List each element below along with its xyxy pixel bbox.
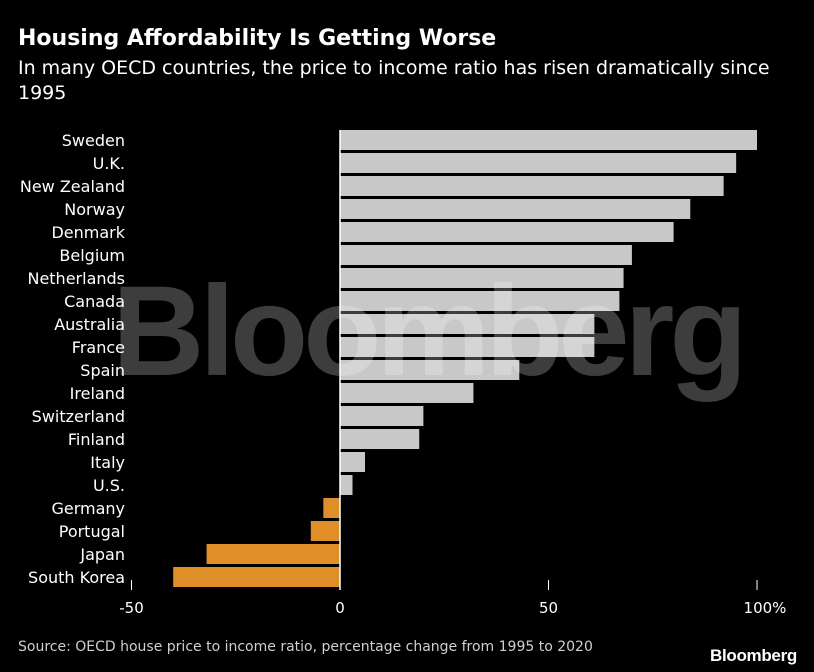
category-label: Ireland [70, 384, 125, 403]
chart-title: Housing Affordability Is Getting Worse [18, 26, 497, 51]
bar-new-zealand [340, 176, 724, 196]
chart-subtitle: In many OECD countries, the price to inc… [18, 57, 770, 104]
category-label: Canada [64, 292, 125, 311]
bar-france [340, 337, 595, 357]
bar-belgium [340, 245, 632, 265]
category-label: Denmark [51, 223, 125, 242]
bar-japan [206, 544, 340, 564]
bar-finland [340, 429, 420, 449]
bar-sweden [340, 130, 757, 150]
bar-u-s [340, 475, 353, 495]
bar-australia [340, 314, 595, 334]
bar-switzerland [340, 406, 424, 426]
bar-germany [323, 498, 340, 518]
category-label: Netherlands [27, 269, 125, 288]
x-tick-label: 50 [539, 599, 558, 617]
category-label: Australia [54, 315, 125, 334]
bar-south-korea [173, 567, 340, 587]
bar-netherlands [340, 268, 624, 288]
category-label: Switzerland [32, 407, 125, 426]
x-tick-label: 0 [335, 599, 345, 617]
x-tick-label: -50 [119, 599, 144, 617]
category-label: South Korea [28, 568, 125, 587]
bar-italy [340, 452, 366, 472]
category-label: Finland [68, 430, 125, 449]
bar-norway [340, 199, 691, 219]
bars-layer [173, 130, 757, 587]
category-label: Germany [51, 499, 125, 518]
x-tick-label: 100% [744, 599, 787, 617]
bar-u-k [340, 153, 737, 173]
bar-ireland [340, 383, 474, 403]
category-label: Norway [64, 200, 125, 219]
x-axis: -50 0 50 100% [119, 130, 786, 617]
bar-canada [340, 291, 620, 311]
bar-portugal [310, 521, 340, 541]
bar-spain [340, 360, 520, 380]
category-label: U.S. [93, 476, 125, 495]
bar-denmark [340, 222, 674, 242]
bar-chart: Sweden U.K. New Zealand Norway Denmark Belgiu… [20, 130, 786, 617]
category-label: France [72, 338, 125, 357]
category-label: Japan [79, 545, 125, 564]
category-label: Spain [80, 361, 125, 380]
category-label: New Zealand [20, 177, 125, 196]
category-label: Sweden [62, 131, 125, 150]
source-note: Source: OECD house price to income ratio… [18, 639, 593, 655]
bloomberg-logo: Bloomberg [709, 646, 797, 665]
category-labels: Sweden U.K. New Zealand Norway Denmark Belgiu… [20, 131, 126, 587]
category-label: Belgium [59, 246, 125, 265]
category-label: U.K. [93, 154, 125, 173]
category-label: Italy [90, 453, 125, 472]
category-label: Portugal [59, 522, 125, 541]
